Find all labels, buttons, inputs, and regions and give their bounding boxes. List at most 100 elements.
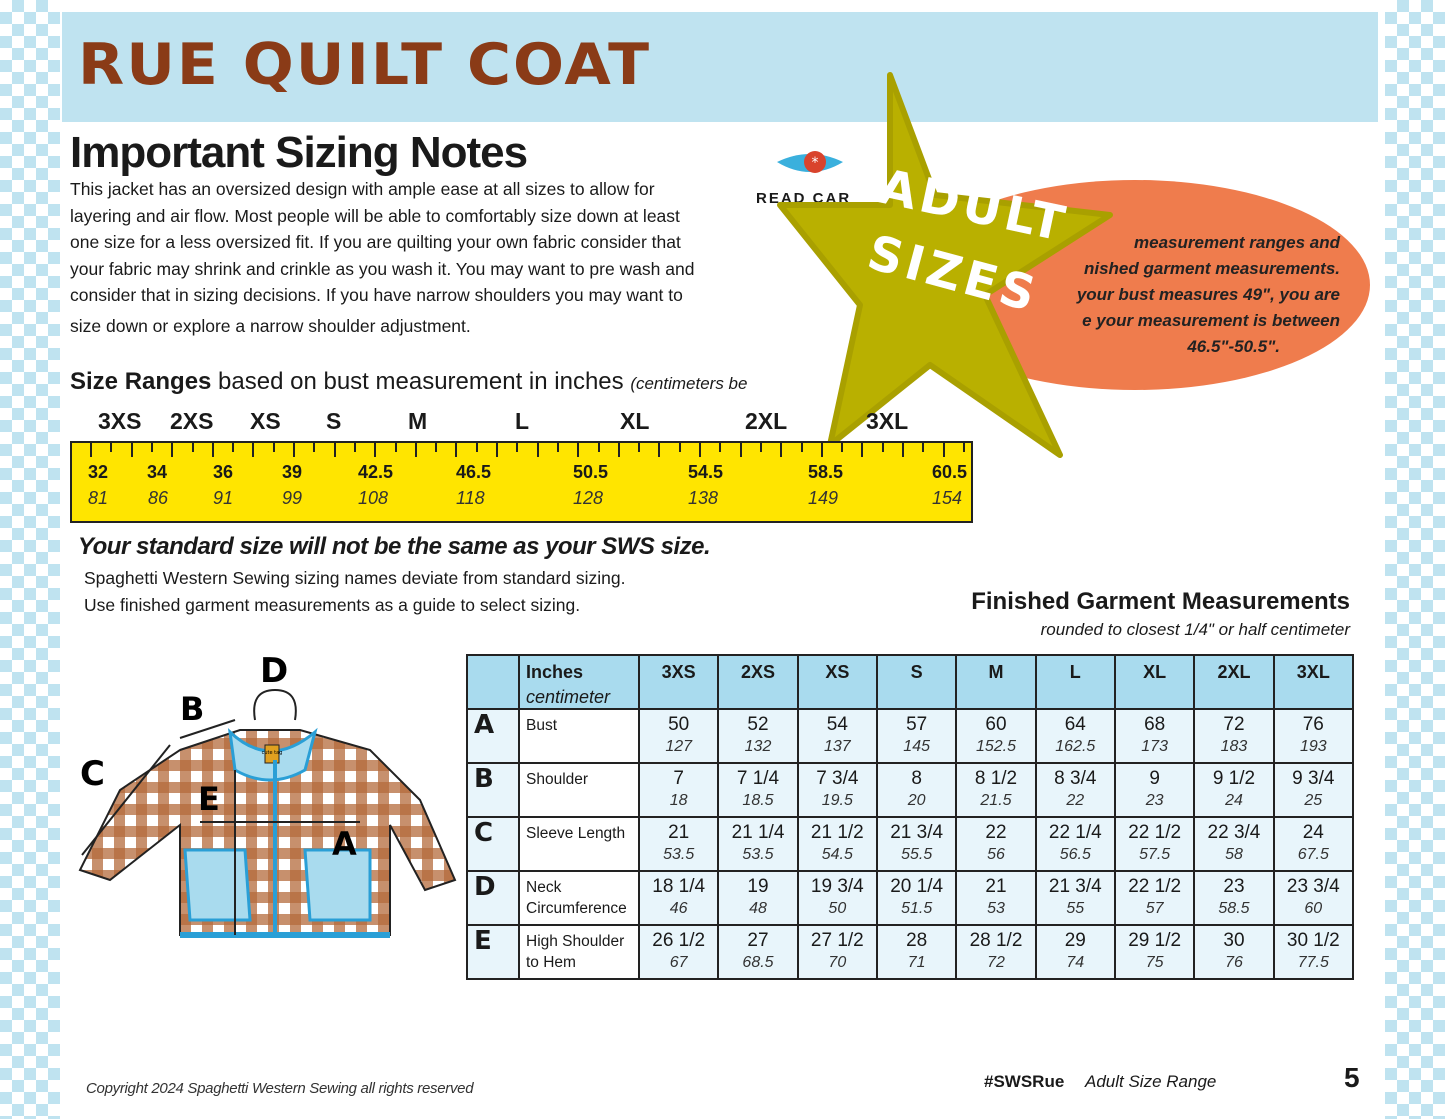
inch-value: 19 3/4 — [810, 876, 864, 897]
measurement-cell: 21 1/4 53.5 — [717, 816, 799, 872]
measurement-cell: 22 1/4 56.5 — [1034, 816, 1116, 872]
cm-value: 53.5 — [663, 846, 695, 863]
cm-value: 20 — [907, 792, 926, 809]
intro-line: your fabric may shrink and crinkle as yo… — [70, 258, 695, 279]
size-header: S — [875, 654, 958, 710]
tape-tick — [455, 443, 458, 457]
inch-value: 18 1/4 — [652, 876, 706, 897]
inch-value: 21 3/4 — [890, 822, 944, 843]
hashtag: #SWSRue — [984, 1072, 1065, 1091]
cm-value: 25 — [1304, 792, 1323, 809]
size-label: M — [408, 408, 428, 434]
tape-tick — [902, 443, 904, 457]
inch-value: 22 1/4 — [1048, 822, 1102, 843]
units-header: Inches centimeter — [518, 654, 640, 710]
cm-value: 74 — [1066, 954, 1085, 971]
measurement-cell: 21 3/4 55.5 — [875, 816, 958, 872]
table-row: C Sleeve Length 21 53.5 21 1/4 53.5 21 1/2 54.5… — [466, 816, 1355, 872]
tape-inch-value: 32 — [88, 462, 109, 482]
tape-cm-value: 154 — [932, 488, 963, 508]
tape-cm-value: 99 — [282, 488, 303, 508]
tape-tick — [638, 443, 641, 452]
measurement-cell: 9 3/4 25 — [1272, 762, 1355, 818]
size-label: 3XS — [98, 408, 142, 434]
size-ranges-bold: Size Ranges — [70, 368, 212, 395]
cm-value: 22 — [1066, 792, 1085, 809]
checker-border-right — [1385, 0, 1445, 1119]
measurement-cell: 60 152.5 — [955, 708, 1037, 764]
eye-icon: * — [777, 151, 843, 173]
oval-line: nished garment measurements. — [1083, 259, 1340, 278]
title-banner — [62, 12, 1378, 122]
diagram-label-e: E — [198, 780, 220, 818]
standard-note-line: Spaghetti Western Sewing sizing names de… — [84, 568, 626, 588]
tape-tick — [800, 443, 803, 452]
tape-inch-value: 58.5 — [808, 462, 844, 482]
inch-value: 50 — [668, 714, 690, 735]
table-row: E High Shoulder to Hem 26 1/2 67 27 68.5 27 1/… — [466, 924, 1355, 980]
tape-tick — [577, 443, 580, 457]
tape-tick — [841, 443, 844, 452]
cm-value: 51.5 — [901, 900, 933, 917]
intro-line: layering and air flow. Most people will … — [70, 205, 680, 226]
checker-border-left — [0, 0, 60, 1119]
cm-value: 137 — [823, 738, 851, 755]
cm-value: 75 — [1145, 954, 1164, 971]
size-header: 2XS — [717, 654, 799, 710]
row-measurement-name: Sleeve Length — [518, 816, 640, 872]
inch-value: 21 3/4 — [1048, 876, 1102, 897]
tape-tick — [962, 443, 965, 452]
inch-value: 57 — [906, 714, 928, 735]
tape-tick — [171, 443, 174, 457]
tape-tick — [475, 443, 478, 452]
tape-inch-value: 42.5 — [358, 462, 394, 482]
fgm-subtitle: rounded to closest 1/4" or half centimet… — [1040, 620, 1350, 639]
coat-diagram: cute tag C B D E A — [78, 651, 457, 938]
size-ranges-title: Size Ranges based on bust measurement in… — [70, 368, 780, 396]
measurement-cell: 22 1/2 57.5 — [1113, 816, 1196, 872]
inch-value: 30 — [1223, 930, 1245, 951]
tape-tick — [658, 443, 661, 457]
inch-value: 54 — [826, 714, 848, 735]
svg-text:*: * — [812, 155, 819, 171]
tape-tick — [719, 443, 722, 452]
measurement-cell: 26 1/2 67 — [637, 924, 720, 980]
standard-note-line: Use finished garment measurements as a g… — [84, 595, 581, 615]
measurement-cell: 52 132 — [717, 708, 799, 764]
inch-value: 28 1/2 — [969, 930, 1023, 951]
size-ranges-rest: based on bust measurement in inches — [211, 368, 631, 395]
measurement-cell: 27 68.5 — [717, 924, 799, 980]
measurement-cell: 18 1/4 46 — [637, 870, 720, 926]
inch-value: 9 3/4 — [1292, 768, 1335, 789]
cm-value: 53.5 — [742, 846, 774, 863]
tape-tick — [516, 443, 519, 452]
tape-tick — [252, 443, 255, 457]
cm-value: 57 — [1145, 900, 1164, 917]
inch-value: 22 1/2 — [1128, 876, 1182, 897]
measurement-cell: 21 53 — [955, 870, 1037, 926]
page-number: 5 — [1344, 1062, 1360, 1093]
size-label: 3XL — [866, 408, 909, 434]
measurement-cell: 19 48 — [717, 870, 799, 926]
sizing-notes-heading: Important Sizing Notes — [70, 128, 528, 177]
oval-line: your bust measures 49", you are — [1076, 285, 1340, 304]
size-label: XS — [250, 408, 281, 434]
tape-tick — [211, 443, 214, 457]
tape-tick — [313, 443, 316, 452]
diagram-label-b: B — [180, 690, 204, 728]
measurement-cell: 23 58.5 — [1193, 870, 1275, 926]
size-header: 3XL — [1272, 654, 1355, 710]
tape-tick — [942, 443, 945, 457]
sizing-notes-text: This jacket has an oversized design with… — [70, 176, 750, 339]
inch-value: 9 1/2 — [1212, 768, 1256, 789]
inch-value: 7 1/4 — [736, 768, 780, 789]
cm-value: 173 — [1141, 738, 1168, 755]
measurement-cell: 57 145 — [875, 708, 958, 764]
tape-tick — [150, 443, 153, 452]
tape-tick — [699, 443, 701, 457]
inch-value: 28 — [906, 930, 928, 951]
intro-line: consider that in sizing decisions. If yo… — [70, 285, 683, 305]
measurement-cell: 7 3/4 19.5 — [796, 762, 878, 818]
measurement-cell: 64 162.5 — [1034, 708, 1116, 764]
measurement-cell: 76 193 — [1272, 708, 1355, 764]
